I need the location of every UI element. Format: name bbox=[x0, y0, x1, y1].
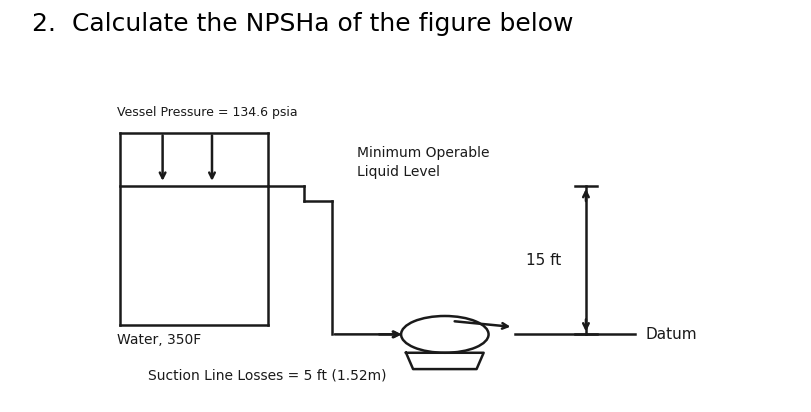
Text: 15 ft: 15 ft bbox=[526, 253, 561, 268]
Text: Vessel Pressure = 134.6 psia: Vessel Pressure = 134.6 psia bbox=[117, 106, 298, 119]
Text: 2.  Calculate the NPSHa of the figure below: 2. Calculate the NPSHa of the figure bel… bbox=[32, 12, 574, 36]
Text: Minimum Operable
Liquid Level: Minimum Operable Liquid Level bbox=[357, 145, 489, 179]
Text: Datum: Datum bbox=[646, 327, 697, 342]
Text: Suction Line Losses = 5 ft (1.52m): Suction Line Losses = 5 ft (1.52m) bbox=[148, 369, 387, 383]
Text: Water, 350F: Water, 350F bbox=[117, 333, 201, 347]
